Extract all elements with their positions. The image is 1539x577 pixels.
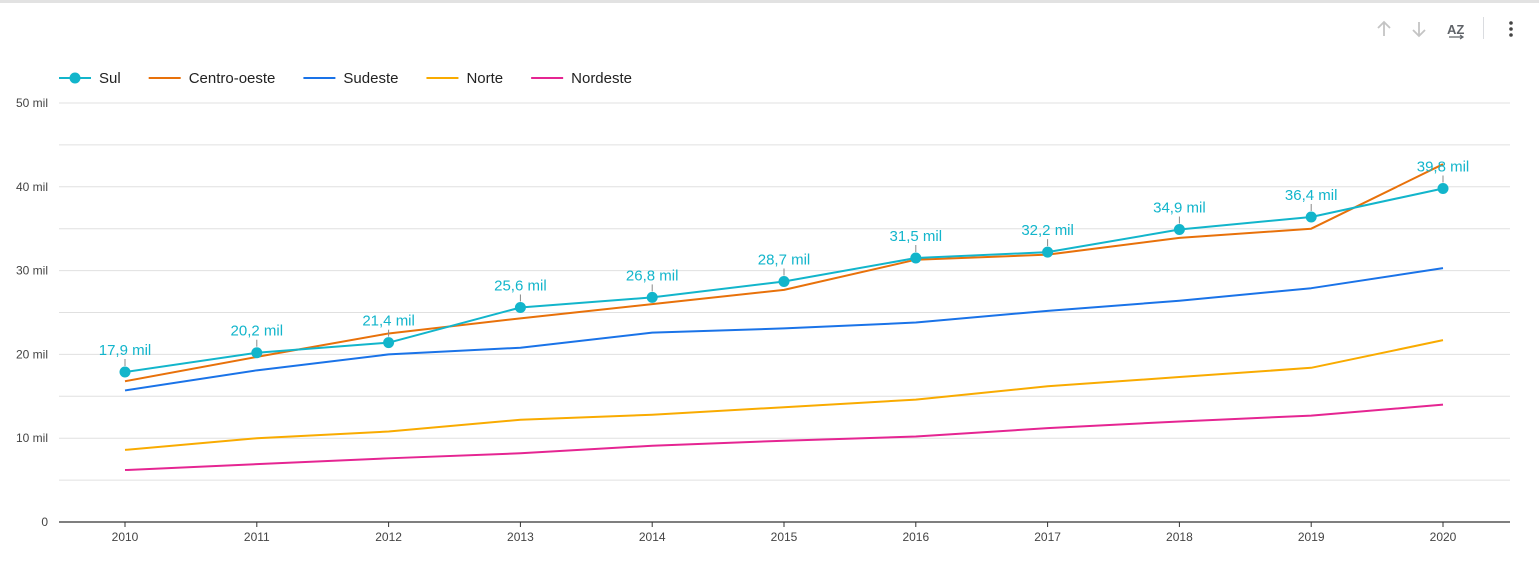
x-tick-label: 2011 [244,530,270,544]
data-labels: 17,9 mil 20,2 mil 21,4 mil 25,6 mil 26,8 mil… [99,158,1470,366]
data-point [251,347,263,359]
data-label: 36,4 mil [1285,187,1338,204]
axes: 0 10 mil 20 mil 30 mil 40 mil 50 mil 2010 2011 2… [16,96,1510,544]
data-label: 34,9 mil [1153,200,1206,217]
more-vert-icon [1509,21,1513,37]
data-label: 31,5 mil [890,228,943,245]
y-tick-label: 40 mil [16,180,48,194]
series-line-centro-oeste [124,163,1444,383]
x-tick-label: 2019 [1298,530,1325,544]
y-tick-label: 0 [41,515,48,529]
x-tick-label: 2010 [112,530,139,544]
x-tick-label: 2012 [375,530,402,544]
sort-ascending-button[interactable] [1370,15,1398,43]
legend-item-centro-oeste: Centro-oeste [148,70,276,87]
series-line-nordeste [124,403,1444,472]
data-point [383,337,395,349]
legend-label: Sul [99,70,121,87]
arrow-up-icon [1377,20,1391,36]
gridlines [59,102,1510,481]
legend-item-sul: Sul [59,70,121,87]
legend: Sul Centro-oeste Sudeste Norte Nordeste [59,70,632,87]
data-label: 26,8 mil [626,267,679,284]
az-sort-icon: AZ [1447,22,1464,40]
series-line-norte [124,339,1444,451]
arrow-down-icon [1412,22,1426,38]
legend-item-sudeste: Sudeste [303,70,398,87]
data-point [910,252,922,264]
x-tick-label: 2015 [771,530,798,544]
x-tick-label: 2018 [1166,530,1193,544]
data-point [1305,211,1317,223]
legend-label: Sudeste [343,70,398,87]
legend-marker [69,72,81,84]
legend-label: Norte [466,70,503,87]
toolbar-divider [1483,17,1484,39]
data-point [1437,182,1449,194]
data-label: 28,7 mil [758,251,811,268]
y-tick-label: 50 mil [16,96,48,110]
data-point [1173,224,1185,236]
data-point [514,301,526,313]
y-tick-label: 20 mil [16,347,48,361]
line-chart: 0 10 mil 20 mil 30 mil 40 mil 50 mil 2010 2011 2… [16,70,1510,544]
series-line-sudeste [124,267,1444,392]
y-tick-label: 30 mil [16,264,48,278]
legend-item-nordeste: Nordeste [531,70,632,87]
data-point [778,275,790,287]
data-label: 32,2 mil [1021,222,1074,239]
data-label: 21,4 mil [362,313,415,330]
legend-label: Nordeste [571,70,632,87]
sort-az-button[interactable]: AZ [1442,15,1470,43]
data-label: 17,9 mil [99,342,152,359]
x-tick-label: 2017 [1034,530,1061,544]
sort-descending-button[interactable] [1405,15,1433,43]
series-lines [119,163,1449,472]
data-point [119,366,131,378]
data-point [646,291,658,303]
y-tick-label: 10 mil [16,431,48,445]
data-label: 20,2 mil [231,323,284,340]
data-label: 39,8 mil [1417,158,1470,175]
x-tick-label: 2020 [1430,530,1457,544]
legend-label: Centro-oeste [189,70,276,87]
x-tick-label: 2013 [507,530,534,544]
legend-item-norte: Norte [426,70,503,87]
x-tick-label: 2014 [639,530,666,544]
data-label: 25,6 mil [494,277,547,294]
more-options-button[interactable] [1497,15,1525,43]
az-label: AZ [1447,22,1464,37]
data-point [1042,246,1054,258]
x-tick-label: 2016 [902,530,929,544]
